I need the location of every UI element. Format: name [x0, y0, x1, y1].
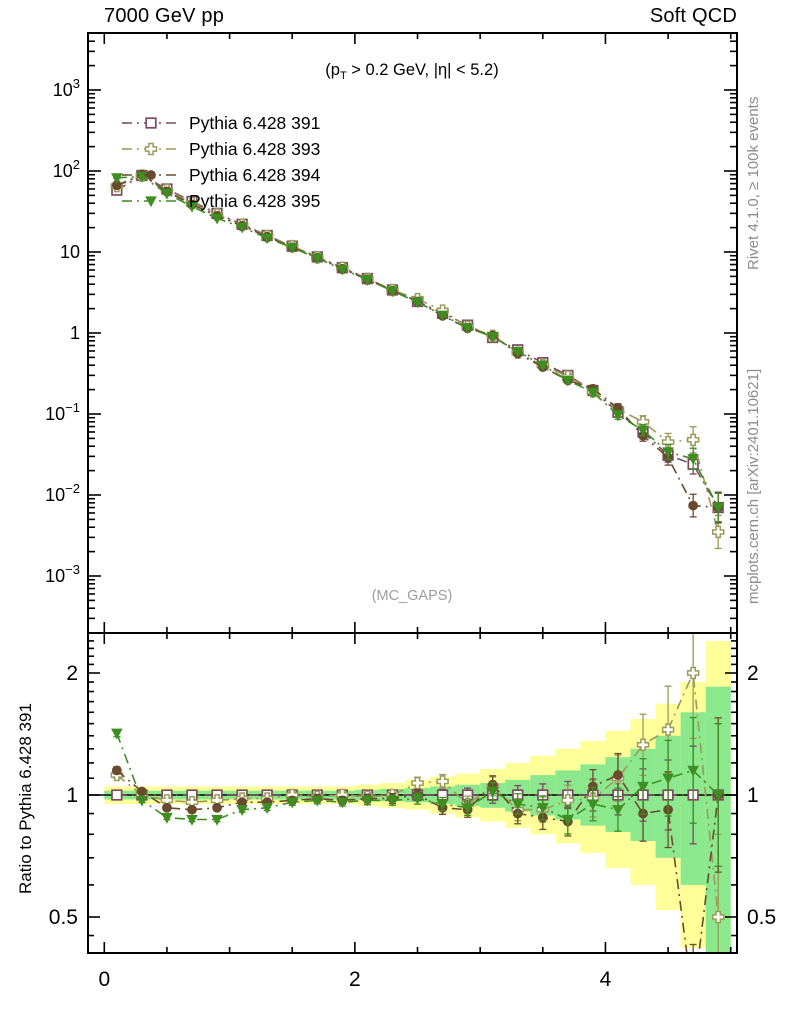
ratio-y-tick-label-left: 1: [66, 784, 78, 807]
x-tick-label: 0: [98, 968, 110, 991]
x-tick-label: 2: [349, 968, 361, 991]
legend-item-391: Pythia 6.428 391: [122, 113, 320, 133]
annotation-subscript: T: [339, 70, 347, 82]
legend-label: Pythia 6.428 391: [189, 113, 320, 133]
analysis-watermark: (MC_GAPS): [371, 588, 453, 604]
annotation-post: > 0.2 GeV, |η| < 5.2): [346, 61, 499, 79]
legend-item-393: Pythia 6.428 393: [122, 139, 320, 159]
legend-item-395: Pythia 6.428 395: [122, 191, 320, 211]
series-ratio-395: [111, 716, 725, 868]
legend-label: Pythia 6.428 393: [189, 139, 320, 159]
main-y-tick-label: 10−1: [45, 400, 80, 424]
legend: Pythia 6.428 391 Pythia 6.428 393 Pythia 6…: [122, 113, 321, 211]
main-y-tick-label: 10−3: [45, 562, 80, 586]
ratio-y-tick-label-right: 0.5: [747, 906, 776, 929]
ratio-y-tick-label-right: 2: [747, 662, 759, 685]
main-y-tick-label: 10: [60, 242, 80, 262]
mcplots-arxiv-label: mcplots.cern.ch [arXiv:2401.10621]: [745, 368, 762, 604]
series-main-395: [111, 171, 725, 523]
axis-ticks: [88, 33, 737, 953]
series-main-393: [110, 169, 725, 550]
x-tick-label: 4: [600, 968, 612, 991]
main-y-tick-label: 10−2: [45, 481, 80, 505]
cut-annotation: (pT > 0.2 GeV, |η| < 5.2): [325, 61, 498, 82]
main-y-tick-label: 103: [53, 76, 80, 100]
rivet-version-label: Rivet 4.1.0, ≥ 100k events: [745, 96, 762, 270]
annotation-pre: (p: [325, 61, 340, 79]
legend-item-394: Pythia 6.428 394: [122, 165, 321, 185]
title-beam: 7000 GeV pp: [104, 5, 225, 27]
main-y-tick-label: 102: [53, 157, 80, 181]
legend-label: Pythia 6.428 394: [189, 165, 321, 185]
main-y-tick-label: 1: [70, 323, 80, 343]
ratio-axis-title: Ratio to Pythia 6.428 391: [16, 703, 35, 895]
series-main-394: [111, 169, 724, 524]
ratio-y-tick-label-left: 0.5: [49, 906, 78, 929]
series-main-391: [111, 169, 724, 523]
ratio-y-tick-label-right: 1: [747, 784, 759, 807]
title-process-group: Soft QCD: [649, 5, 737, 27]
ratio-y-tick-label-left: 2: [66, 662, 78, 685]
legend-label: Pythia 6.428 395: [189, 191, 320, 211]
